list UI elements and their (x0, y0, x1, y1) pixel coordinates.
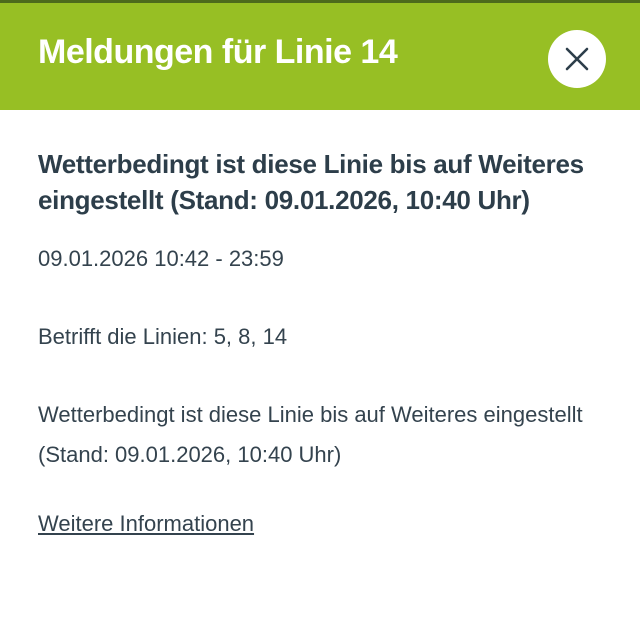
top-border (0, 0, 640, 3)
validity-period: 09.01.2026 10:42 - 23:59 (38, 246, 284, 271)
dialog-title: Meldungen für Linie 14 (38, 33, 398, 71)
message-description: Wetterbedingt ist diese Linie bis auf We… (38, 402, 583, 467)
message-heading: Wetterbedingt ist diese Linie bis auf We… (38, 149, 584, 215)
dialog-header: Meldungen für Linie 14 (0, 3, 640, 110)
more-info-link[interactable]: Weitere Informationen (38, 511, 255, 536)
message-content: Wetterbedingt ist diese Linie bis auf We… (38, 146, 608, 537)
close-icon (565, 47, 589, 71)
close-button[interactable] (548, 30, 606, 88)
affected-lines: Betrifft die Linien: 5, 8, 14 (38, 324, 288, 349)
